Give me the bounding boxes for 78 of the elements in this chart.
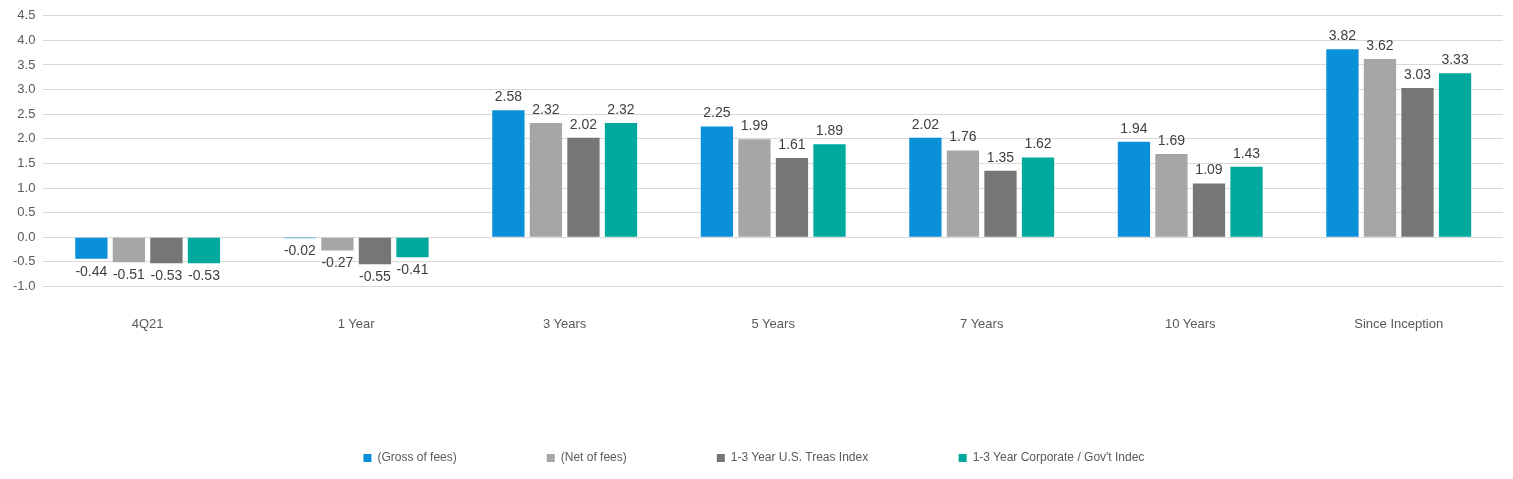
- data-label: 1.35: [986, 148, 1015, 165]
- y-tick-label: 0.5: [17, 204, 36, 220]
- bar: [75, 237, 108, 259]
- x-tick-label: 10 Years: [1164, 315, 1217, 331]
- bar: [1326, 49, 1359, 237]
- data-label: 1.69: [1157, 131, 1186, 148]
- data-label: 1.62: [1024, 135, 1052, 152]
- bar: [1021, 157, 1055, 237]
- data-label: -0.27: [321, 254, 354, 271]
- bar: [738, 139, 771, 237]
- data-label: -0.55: [358, 268, 392, 285]
- x-tick-label: 3 Years: [543, 315, 587, 331]
- bar: [187, 237, 221, 264]
- x-tick-label: 7 Years: [960, 315, 1004, 331]
- data-label: 2.58: [494, 88, 523, 105]
- data-label: -0.44: [75, 262, 108, 279]
- data-label: 2.32: [532, 100, 560, 117]
- data-label: 2.25: [703, 104, 731, 121]
- data-label: 1.09: [1195, 161, 1223, 178]
- bar: [1438, 73, 1472, 237]
- bar: [396, 237, 429, 258]
- data-label: -0.41: [396, 261, 429, 278]
- data-label: 3.33: [1441, 51, 1469, 68]
- data-label: 1.99: [740, 117, 769, 134]
- bar: [775, 157, 809, 237]
- y-tick-label: 1.5: [17, 154, 36, 170]
- data-label: 2.32: [607, 100, 635, 117]
- bar: [1117, 141, 1151, 237]
- x-tick-label: 4Q21: [131, 315, 164, 331]
- data-label: 3.03: [1403, 65, 1432, 82]
- bar: [567, 137, 600, 237]
- legend-label: 1-3 Year Corporate / Gov't Indec: [972, 450, 1145, 465]
- bar: [150, 237, 183, 264]
- data-label: 1.76: [949, 128, 977, 145]
- data-label: -0.51: [112, 266, 146, 283]
- legend-label: (Net of fees): [560, 450, 627, 465]
- data-label: 1.89: [815, 122, 844, 139]
- y-tick-label: 0.0: [17, 228, 36, 244]
- bar: [529, 123, 563, 237]
- bar: [813, 144, 846, 237]
- x-tick-label: 1 Year: [337, 315, 376, 331]
- data-label: -0.53: [188, 267, 221, 284]
- data-label: 2.02: [569, 115, 598, 132]
- bar: [321, 237, 354, 251]
- x-tick-label: Since Inception: [1354, 315, 1444, 331]
- y-tick-label: 4.5: [17, 7, 36, 23]
- bar: [700, 126, 734, 237]
- data-label: 1.94: [1120, 119, 1148, 136]
- data-label: 3.82: [1328, 27, 1357, 44]
- data-label: -0.02: [283, 242, 317, 259]
- bar: [1192, 183, 1226, 237]
- y-tick-label: 3.5: [17, 56, 36, 72]
- bar: [1363, 59, 1397, 237]
- bar: [1401, 88, 1434, 237]
- data-label: 3.62: [1366, 36, 1394, 53]
- y-tick-label: 4.0: [17, 31, 36, 47]
- y-tick-label: 1.0: [17, 179, 36, 195]
- bar: [984, 170, 1017, 237]
- bar: [112, 237, 146, 263]
- data-label: 1.43: [1232, 144, 1261, 161]
- x-tick-label: 5 Years: [751, 315, 796, 331]
- bar: [492, 110, 525, 237]
- bar: [1155, 154, 1188, 237]
- y-tick-label: 3.0: [17, 81, 36, 97]
- y-tick-label: -0.5: [12, 253, 36, 269]
- bar: [358, 237, 392, 265]
- y-tick-label: -1.0: [12, 277, 36, 293]
- bar: [1230, 166, 1263, 237]
- data-label: 1.61: [778, 135, 806, 152]
- legend-label: (Gross of fees): [377, 450, 457, 465]
- bar: [946, 150, 980, 237]
- data-label: -0.53: [150, 267, 183, 284]
- y-tick-label: 2.0: [17, 130, 36, 146]
- y-tick-label: 2.5: [17, 105, 36, 121]
- bar: [909, 137, 942, 237]
- legend-label: 1-3 Year U.S. Treas Index: [730, 450, 869, 465]
- bar: [604, 123, 638, 237]
- data-label: 2.02: [911, 115, 940, 132]
